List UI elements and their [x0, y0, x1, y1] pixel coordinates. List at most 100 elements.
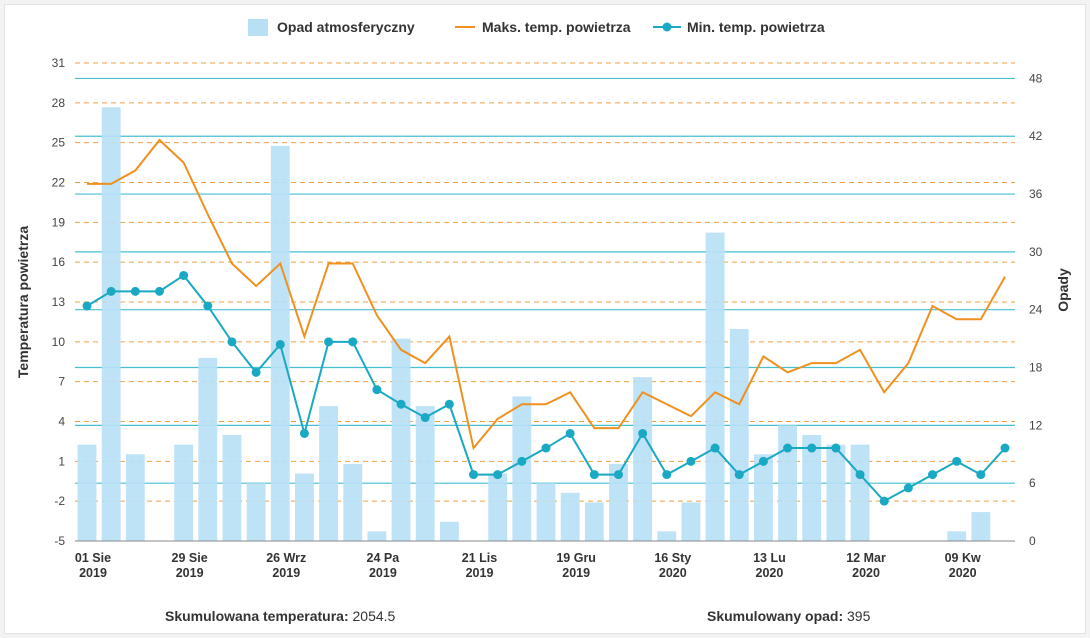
- min-temp-point: [324, 337, 334, 347]
- precipitation-bar: [947, 531, 967, 541]
- x-tick-year: 2019: [466, 566, 494, 580]
- x-tick-label: 19 Gru: [556, 551, 596, 565]
- x-tick-year: 2019: [79, 566, 107, 580]
- min-temp-point: [444, 399, 454, 409]
- precipitation-bar: [125, 454, 145, 541]
- min-temp-point: [1000, 443, 1010, 453]
- x-tick-year: 2020: [659, 566, 687, 580]
- cumulative-precipitation-label: Skumulowany opad:: [707, 608, 844, 624]
- min-temp-point: [855, 470, 865, 480]
- min-temp-point: [952, 456, 962, 466]
- precipitation-bar: [174, 444, 194, 541]
- min-temp-point: [758, 456, 768, 466]
- cumulative-temperature-label: Skumulowana temperatura:: [165, 608, 349, 624]
- x-tick-year: 2019: [369, 566, 397, 580]
- precipitation-bar: [488, 473, 508, 541]
- x-tick-year: 2019: [272, 566, 300, 580]
- precipitation-bar: [246, 483, 266, 541]
- min-temp-point: [662, 470, 672, 480]
- x-tick-label: 01 Sie: [75, 551, 111, 565]
- precipitation-bar: [343, 463, 363, 541]
- precipitation-bar: [367, 531, 387, 541]
- precipitation-bar: [77, 444, 97, 541]
- min-temp-point: [106, 286, 116, 296]
- left-tick-label: 4: [58, 415, 65, 429]
- min-temp-point: [831, 443, 841, 453]
- x-tick-label: 26 Wrz: [266, 551, 306, 565]
- left-tick-label: 1: [58, 454, 65, 468]
- min-temp-point: [469, 470, 479, 480]
- x-tick-year: 2019: [562, 566, 590, 580]
- legend-min-marker: [662, 22, 672, 32]
- precipitation-bar: [633, 377, 653, 541]
- left-tick-label: 31: [52, 56, 66, 70]
- legend-label-precipitation: Opad atmosferyczny: [277, 19, 415, 35]
- right-tick-label: 36: [1029, 187, 1043, 201]
- x-tick-year: 2020: [852, 566, 880, 580]
- right-tick-label: 30: [1029, 245, 1043, 259]
- precipitation-bar: [609, 463, 628, 541]
- cumulative-precipitation: Skumulowany opad: 395: [707, 608, 870, 624]
- legend-label-max-temp: Maks. temp. powietrza: [482, 19, 631, 35]
- x-tick-year: 2020: [949, 566, 977, 580]
- left-tick-label: 19: [52, 215, 66, 229]
- x-tick-label: 09 Kw: [945, 551, 981, 565]
- precipitation-bar: [753, 454, 773, 541]
- weather-chart: 31 28 25 22 19 16 13 10 7 4 1 -2 -5 48 42 36 30 24 18 12 6 0 0…: [15, 19, 1071, 580]
- precipitation-bar: [560, 492, 580, 541]
- min-temp-point: [710, 443, 720, 453]
- min-temp-point: [299, 428, 309, 438]
- min-temp-point: [420, 413, 430, 423]
- min-temp-point: [613, 470, 623, 480]
- precipitation-bar: [778, 425, 798, 541]
- left-tick-label: -5: [54, 534, 65, 548]
- left-tick-label: 13: [52, 295, 66, 309]
- precipitation-bar: [971, 512, 991, 541]
- chart-panel: 31 28 25 22 19 16 13 10 7 4 1 -2 -5 48 42 36 30 24 18 12 6 0 0…: [4, 4, 1086, 634]
- left-tick-label: 28: [52, 96, 66, 110]
- precipitation-bar: [850, 444, 870, 541]
- min-temp-point: [275, 339, 285, 349]
- min-temp-point: [783, 443, 793, 453]
- min-temp-point: [638, 428, 648, 438]
- cumulative-temperature-value: 2054.5: [352, 608, 396, 624]
- right-tick-label: 18: [1029, 361, 1043, 375]
- precipitation-bar: [826, 444, 846, 541]
- min-temp-point: [903, 483, 913, 493]
- min-temp-point: [976, 470, 986, 480]
- right-axis-title: Opady: [1055, 268, 1071, 312]
- precipitation-bar: [439, 521, 459, 541]
- x-tick-label: 29 Sie: [172, 551, 208, 565]
- min-temp-point: [734, 470, 744, 480]
- x-tick-label: 24 Pa: [367, 551, 401, 565]
- min-temp-point: [807, 443, 817, 453]
- right-tick-label: 0: [1029, 534, 1036, 548]
- precipitation-bar: [705, 232, 725, 541]
- precipitation-bar: [198, 357, 218, 541]
- precipitation-bar: [222, 434, 242, 541]
- x-tick-label: 21 Lis: [462, 551, 497, 565]
- min-temp-point: [686, 456, 696, 466]
- left-tick-label: 22: [52, 176, 66, 190]
- precipitation-bar: [415, 406, 435, 541]
- min-temp-point: [396, 399, 406, 409]
- min-temp-point: [227, 337, 237, 347]
- precipitation-bar: [294, 473, 314, 541]
- min-temp-point: [251, 367, 261, 377]
- min-temp-point: [517, 456, 527, 466]
- x-tick-year: 2020: [756, 566, 784, 580]
- precipitation-bar: [319, 406, 339, 541]
- max-temp-line: [87, 138, 1006, 451]
- precipitation-bar: [729, 328, 749, 541]
- left-tick-label: 25: [52, 136, 66, 150]
- precipitation-bar: [681, 502, 701, 541]
- min-temp-point: [928, 470, 938, 480]
- min-temp-point: [541, 443, 551, 453]
- right-tick-label: 24: [1029, 303, 1043, 317]
- legend-label-min-temp: Min. temp. powietrza: [687, 19, 825, 35]
- x-tick-year: 2019: [176, 566, 204, 580]
- legend-bar-swatch: [248, 19, 268, 36]
- x-tick-label: 12 Mar: [846, 551, 886, 565]
- left-tick-label: -2: [54, 494, 65, 508]
- x-tick-label: 16 Sty: [654, 551, 691, 565]
